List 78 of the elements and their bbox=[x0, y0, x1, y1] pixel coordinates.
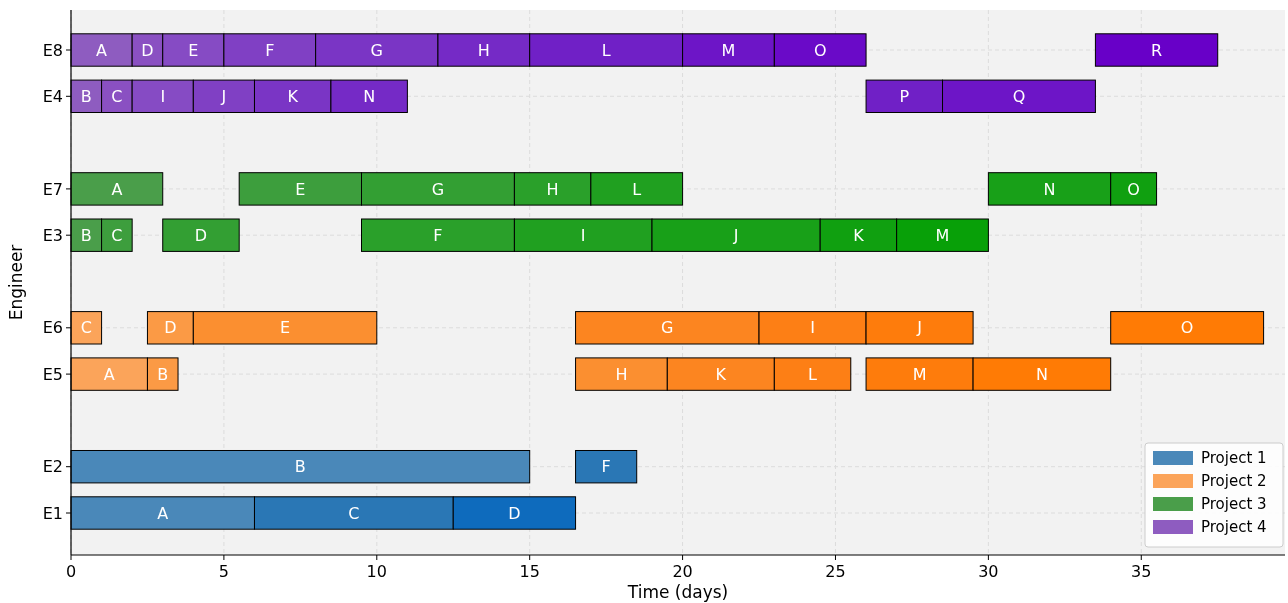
x-tick-label: 5 bbox=[218, 562, 229, 581]
x-tick-label: 30 bbox=[978, 562, 999, 581]
data-label: B bbox=[294, 457, 306, 477]
data-label: O bbox=[813, 40, 827, 60]
data-label: L bbox=[808, 364, 818, 384]
x-tick-label: 35 bbox=[1131, 562, 1152, 581]
data-label: C bbox=[111, 225, 123, 245]
data-label: K bbox=[715, 364, 727, 384]
x-tick-label: 0 bbox=[65, 562, 77, 581]
y-tick-label: E8 bbox=[42, 40, 63, 60]
y-tick-label: E5 bbox=[42, 364, 63, 384]
data-label: D bbox=[508, 503, 521, 523]
data-label: E bbox=[295, 179, 306, 199]
data-label: E bbox=[188, 40, 199, 60]
data-label: G bbox=[431, 179, 445, 199]
data-label: D bbox=[141, 40, 154, 60]
y-tick-label: E6 bbox=[42, 318, 63, 338]
legend-label: Project 1 bbox=[1201, 449, 1267, 468]
data-label: K bbox=[853, 225, 865, 245]
data-label: A bbox=[157, 503, 169, 523]
data-label: R bbox=[1151, 40, 1163, 60]
data-label: G bbox=[370, 40, 383, 60]
data-label: H bbox=[615, 364, 628, 384]
data-label: I bbox=[580, 225, 586, 245]
y-tick-label: E3 bbox=[42, 225, 63, 245]
bar bbox=[162, 218, 240, 252]
data-label: J bbox=[732, 225, 739, 245]
data-label: H bbox=[477, 40, 490, 60]
data-label: G bbox=[661, 318, 674, 338]
data-label: M bbox=[721, 40, 736, 60]
data-label: B bbox=[80, 225, 92, 245]
data-label: D bbox=[164, 318, 177, 338]
data-label: H bbox=[546, 179, 559, 199]
data-label: N bbox=[1043, 179, 1056, 199]
y-tick-label: E1 bbox=[42, 503, 63, 523]
bar bbox=[1094, 33, 1219, 67]
data-label: B bbox=[80, 86, 92, 106]
data-label: L bbox=[601, 40, 611, 60]
x-tick-label: 25 bbox=[825, 562, 846, 581]
data-label: C bbox=[348, 503, 360, 523]
data-label: F bbox=[601, 457, 611, 477]
data-label: Q bbox=[1012, 86, 1026, 106]
data-label: C bbox=[80, 318, 92, 338]
data-label: C bbox=[111, 86, 123, 106]
y-tick-label: E7 bbox=[42, 179, 63, 199]
y-tick-label: E4 bbox=[42, 86, 63, 106]
data-label: N bbox=[1035, 364, 1048, 384]
data-label: E bbox=[280, 318, 291, 338]
data-label: O bbox=[1180, 318, 1194, 338]
bar bbox=[1110, 311, 1265, 345]
data-label: N bbox=[363, 86, 376, 106]
y-tick-label: E2 bbox=[42, 457, 63, 477]
data-label: I bbox=[810, 318, 815, 338]
legend-label: Project 4 bbox=[1201, 518, 1267, 537]
data-label: F bbox=[265, 40, 275, 60]
data-label: B bbox=[157, 364, 169, 384]
data-label: L bbox=[632, 179, 642, 199]
data-label: A bbox=[103, 364, 115, 384]
x-tick-label: 10 bbox=[366, 562, 387, 581]
data-label: O bbox=[1127, 179, 1140, 199]
data-label: J bbox=[220, 86, 227, 106]
data-label: A bbox=[96, 40, 108, 60]
data-label: A bbox=[111, 179, 123, 199]
legend-label: Project 3 bbox=[1201, 495, 1267, 514]
data-label: M bbox=[935, 225, 950, 245]
data-label: M bbox=[912, 364, 927, 384]
data-label: D bbox=[194, 225, 208, 245]
data-label: J bbox=[916, 318, 922, 338]
legend-label: Project 2 bbox=[1201, 472, 1267, 491]
data-label: I bbox=[160, 86, 166, 106]
x-tick-label: 20 bbox=[672, 562, 693, 581]
data-label: P bbox=[899, 86, 910, 106]
x-axis-title: Time (days) bbox=[626, 582, 729, 602]
data-label: F bbox=[433, 225, 443, 245]
bar bbox=[575, 450, 638, 484]
data-label: K bbox=[287, 86, 299, 106]
y-axis-title: Engineer bbox=[6, 244, 26, 321]
x-tick-label: 15 bbox=[519, 562, 540, 581]
